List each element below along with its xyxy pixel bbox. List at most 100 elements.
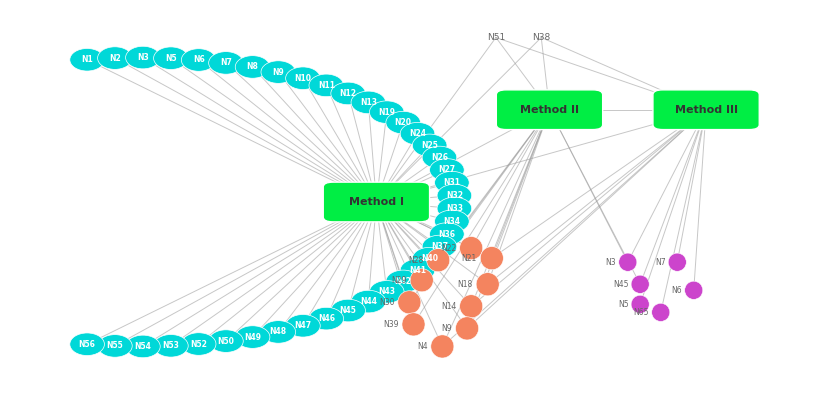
Ellipse shape [631,275,649,293]
FancyBboxPatch shape [496,90,603,130]
Text: N28: N28 [409,256,423,265]
Text: N12: N12 [340,89,356,98]
Text: N44: N44 [360,297,377,306]
Ellipse shape [261,321,295,343]
Ellipse shape [351,290,385,313]
Ellipse shape [429,223,464,245]
Ellipse shape [285,67,320,90]
Ellipse shape [460,237,483,260]
Ellipse shape [434,171,469,194]
Ellipse shape [370,101,404,124]
Ellipse shape [235,56,270,78]
Ellipse shape [402,313,425,336]
Text: N52: N52 [190,339,207,349]
FancyBboxPatch shape [323,182,429,222]
Ellipse shape [431,335,454,358]
Ellipse shape [208,52,243,74]
Text: N45: N45 [613,280,629,289]
Ellipse shape [370,280,404,303]
Text: N26: N26 [431,153,448,162]
Ellipse shape [429,159,464,181]
Ellipse shape [208,330,243,352]
Text: N43: N43 [378,287,395,297]
Ellipse shape [400,122,435,145]
Ellipse shape [69,48,104,71]
Text: N13: N13 [360,98,377,107]
Text: N55: N55 [107,341,123,350]
Text: N21: N21 [461,254,477,263]
Text: N51: N51 [487,33,505,42]
Text: N34: N34 [443,217,461,226]
Text: N7: N7 [220,59,232,67]
Ellipse shape [309,74,343,97]
Ellipse shape [386,270,420,292]
Ellipse shape [434,210,469,233]
Text: N33: N33 [446,204,463,213]
Ellipse shape [69,333,104,356]
Ellipse shape [98,47,132,69]
Text: N38: N38 [532,33,551,42]
Text: N45: N45 [340,306,356,315]
Text: N46: N46 [318,314,335,323]
Ellipse shape [181,333,216,355]
Text: N10: N10 [294,74,312,83]
Ellipse shape [413,134,447,157]
Ellipse shape [460,295,483,318]
Text: N39: N39 [383,320,399,329]
Text: N4: N4 [417,342,428,351]
Ellipse shape [126,46,160,69]
Ellipse shape [309,307,343,330]
Ellipse shape [181,49,216,71]
Ellipse shape [331,299,366,322]
Text: N47: N47 [294,321,312,330]
Text: N54: N54 [135,342,151,351]
Text: N1: N1 [81,55,93,64]
Ellipse shape [285,314,320,337]
Ellipse shape [427,248,450,272]
Text: N48: N48 [270,327,287,337]
Text: N3: N3 [605,258,616,267]
Text: N32: N32 [446,191,463,200]
Text: N30: N30 [379,298,394,307]
Text: Method II: Method II [520,105,579,115]
Ellipse shape [652,303,670,322]
FancyBboxPatch shape [653,90,759,130]
Text: N27: N27 [438,166,456,175]
Ellipse shape [413,247,447,270]
Text: N5: N5 [165,54,177,63]
Ellipse shape [261,61,295,83]
Text: N2: N2 [109,54,121,63]
Text: N22: N22 [441,244,457,252]
Ellipse shape [351,91,385,114]
Ellipse shape [685,281,703,299]
Text: N53: N53 [162,341,179,350]
Ellipse shape [456,317,479,340]
Ellipse shape [331,82,366,105]
Text: N14: N14 [441,302,457,311]
Text: N3: N3 [137,53,149,62]
Text: N18: N18 [457,280,473,289]
Text: N29: N29 [391,276,407,285]
Text: N49: N49 [244,332,261,341]
Ellipse shape [422,146,457,169]
Text: N11: N11 [318,81,335,90]
Text: N41: N41 [409,266,426,275]
Text: N65: N65 [633,308,649,317]
Ellipse shape [154,47,189,69]
Text: N56: N56 [79,340,96,349]
Text: N42: N42 [394,277,412,286]
Ellipse shape [126,335,160,358]
Ellipse shape [437,197,471,220]
Text: N20: N20 [394,118,412,127]
Text: N6: N6 [193,55,204,65]
Text: N8: N8 [246,63,259,72]
Text: N19: N19 [378,107,395,117]
Ellipse shape [437,184,471,207]
Ellipse shape [410,269,433,292]
Text: N9: N9 [272,67,284,77]
Ellipse shape [480,246,504,270]
Ellipse shape [422,235,457,258]
Ellipse shape [398,291,421,314]
Text: N6: N6 [672,286,682,295]
Text: N25: N25 [421,141,438,150]
